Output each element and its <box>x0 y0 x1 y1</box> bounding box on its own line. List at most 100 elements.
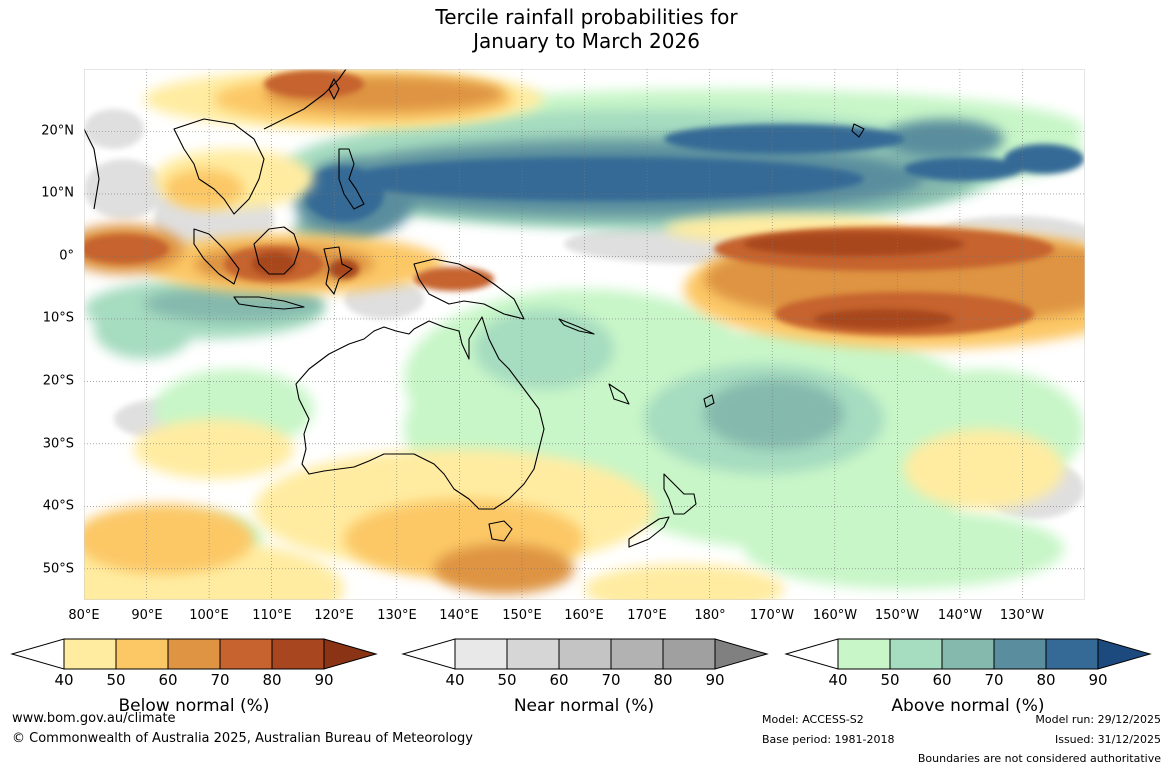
below-normal-colorbar <box>10 638 378 670</box>
below-normal-tick: 80 <box>262 671 282 689</box>
above-normal-title: Above normal (%) <box>891 696 1045 716</box>
near-normal-upper-arrow <box>714 638 769 670</box>
lat-label: 50°S <box>42 561 74 577</box>
lon-label: 100°E <box>189 608 229 623</box>
lon-label: 170°W <box>749 608 795 623</box>
indochina-outline <box>173 118 265 215</box>
lon-label: 150°W <box>874 608 920 623</box>
borneo-outline <box>253 226 300 275</box>
near-normal-tick: 90 <box>705 671 725 689</box>
near-normal-title: Near normal (%) <box>513 696 655 716</box>
above-normal-lower-arrow <box>784 638 839 670</box>
below-normal-lower-arrow <box>10 638 65 670</box>
below-normal-tick: 90 <box>314 671 334 689</box>
above-normal-tick: 40 <box>828 671 848 689</box>
lon-label: 130°W <box>999 608 1045 623</box>
boundaries-disclaimer: Boundaries are not considered authoritat… <box>917 752 1161 765</box>
near-normal-tick: 60 <box>549 671 569 689</box>
above-normal-swatch <box>1045 638 1099 670</box>
near-normal-lower-arrow <box>401 638 456 670</box>
china-coast-outline <box>263 69 347 130</box>
java-outline <box>233 296 305 310</box>
model-name: Model: ACCESS-S2 <box>762 713 864 726</box>
lon-label: 90°E <box>131 608 163 623</box>
lon-label: 130°E <box>377 608 417 623</box>
graticule <box>84 69 1085 600</box>
lon-label: 160°E <box>564 608 604 623</box>
lon-label: 120°E <box>314 608 354 623</box>
lon-label: 170°E <box>627 608 667 623</box>
near-normal-tick: 50 <box>497 671 517 689</box>
below-normal-swatch <box>271 638 325 670</box>
above-normal-colorbar <box>784 638 1152 670</box>
fiji-outline <box>703 394 715 408</box>
near-normal-swatch <box>662 638 716 670</box>
australia-outline <box>295 316 545 510</box>
lon-label: 160°W <box>812 608 858 623</box>
copyright-text: © Commonwealth of Australia 2025, Austra… <box>12 731 473 746</box>
below-normal-80 <box>252 232 964 329</box>
lat-label: 20°S <box>42 373 74 389</box>
below-normal-title: Below normal (%) <box>118 696 270 716</box>
below-normal-tick: 70 <box>210 671 230 689</box>
map-frame <box>84 69 1085 600</box>
new-guinea-outline <box>413 258 525 320</box>
below-normal-swatch <box>167 638 221 670</box>
sumatra-outline <box>193 228 240 285</box>
below-normal-tick: 60 <box>158 671 178 689</box>
below-normal-swatch <box>115 638 169 670</box>
near-normal-swatch <box>558 638 612 670</box>
new-zealand-south-outline <box>628 516 670 548</box>
lat-label: 10°S <box>42 310 74 326</box>
above-normal-swatch <box>993 638 1047 670</box>
near-normal-swatch <box>506 638 560 670</box>
near-normal-swatch <box>454 638 508 670</box>
above-normal-swatch <box>889 638 943 670</box>
lon-label: 180° <box>694 608 726 623</box>
below-normal-tick: 40 <box>54 671 74 689</box>
lon-label: 150°E <box>502 608 542 623</box>
taiwan-outline <box>328 78 340 100</box>
above-normal-tick: 70 <box>984 671 1004 689</box>
lat-label: 0° <box>59 248 74 264</box>
lat-label: 20°N <box>41 123 74 139</box>
above-normal-swatch <box>941 638 995 670</box>
coastlines <box>84 69 865 548</box>
solomons-outline <box>558 318 595 335</box>
lon-label: 140°W <box>937 608 983 623</box>
map-title-line1: Tercile rainfall probabilities for <box>435 5 738 29</box>
rainfall-probability-map <box>84 69 1085 600</box>
base-period: Base period: 1981-2018 <box>762 733 895 746</box>
below-normal-swatch <box>63 638 117 670</box>
near-normal-swatch <box>610 638 664 670</box>
model-run-date: Model run: 29/12/2025 <box>1035 713 1161 726</box>
above-normal-tick: 90 <box>1088 671 1108 689</box>
map-title-line2: January to March 2026 <box>473 29 700 53</box>
tasmania-outline <box>488 520 513 542</box>
near-normal-tick: 80 <box>653 671 673 689</box>
above-normal-tick: 80 <box>1036 671 1056 689</box>
new-caledonia-outline <box>608 383 630 405</box>
lat-label: 10°N <box>41 185 74 201</box>
below-normal-swatch <box>219 638 273 670</box>
website-link[interactable]: www.bom.gov.au/climate <box>12 711 176 726</box>
lon-label: 80°E <box>68 608 100 623</box>
above-normal-tick: 50 <box>880 671 900 689</box>
philippines-outline <box>338 148 365 210</box>
hawaii-outline <box>851 123 865 138</box>
lat-label: 30°S <box>42 436 74 452</box>
near-normal-tick: 40 <box>445 671 465 689</box>
lon-label: 110°E <box>252 608 292 623</box>
near-normal-colorbar <box>401 638 769 670</box>
lon-label: 140°E <box>439 608 479 623</box>
lat-label: 40°S <box>42 498 74 514</box>
sulawesi-outline <box>323 246 353 295</box>
below-normal-tick: 50 <box>106 671 126 689</box>
above-normal-swatch <box>837 638 891 670</box>
above-normal-tick: 60 <box>932 671 952 689</box>
near-normal-tick: 70 <box>601 671 621 689</box>
below-normal-upper-arrow <box>323 638 378 670</box>
above-normal-upper-arrow <box>1097 638 1152 670</box>
new-zealand-north-outline <box>663 473 697 515</box>
india-outline <box>84 128 100 210</box>
